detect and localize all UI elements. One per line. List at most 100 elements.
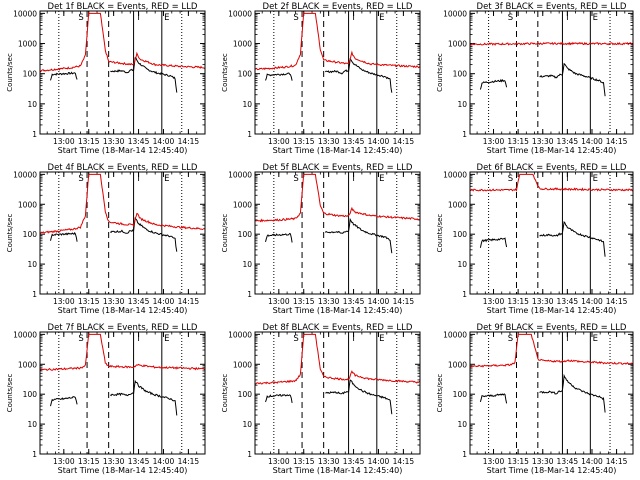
lld-series-line [469, 41, 634, 46]
y-tick-label: 1000 [18, 40, 37, 49]
y-tick-label: 100 [23, 390, 38, 399]
top-marker-label: E [379, 334, 384, 344]
events-series-line [479, 373, 606, 413]
top-marker-label: I [137, 174, 140, 184]
x-tick-label: 14:00 [581, 297, 603, 306]
x-tick-label: 13:30 [532, 457, 554, 466]
y-axis-label: Counts/sec [6, 214, 14, 253]
x-axis-label: Start Time (18-Mar-14 12:45:40) [273, 466, 403, 475]
top-marker-label: E [164, 334, 169, 344]
x-tick-label: 14:15 [393, 457, 415, 466]
x-tick-label: 14:15 [393, 297, 415, 306]
events-series-line [50, 379, 178, 416]
top-marker-label: I [137, 334, 140, 344]
y-tick-label: 100 [453, 390, 468, 399]
x-tick-label: 14:15 [606, 137, 628, 146]
y-axis-label: Counts/sec [221, 374, 229, 413]
y-tick-label: 1000 [448, 40, 467, 49]
y-tick-label: 10 [242, 420, 252, 429]
y-tick-label: 10 [27, 100, 37, 109]
y-axis-label: Counts/sec [221, 53, 229, 92]
lld-series-line [39, 12, 206, 73]
plot-frame [469, 331, 634, 455]
events-series-line [265, 58, 393, 93]
x-tick-label: 14:00 [581, 137, 603, 146]
panel-det-1: Det 1f BLACK = Events, RED = LLD Counts/s… [6, 2, 206, 155]
x-tick-label: 13:30 [532, 297, 554, 306]
x-tick-label: 13:45 [343, 137, 365, 146]
plot-frame [39, 10, 206, 135]
top-marker-label: E [379, 174, 384, 184]
x-tick-label: 14:15 [606, 457, 628, 466]
plot-frame [469, 171, 634, 295]
y-tick-label: 10 [457, 420, 467, 429]
top-marker-label: I [137, 13, 140, 23]
x-tick-label: 13:45 [128, 137, 150, 146]
x-tick-label: 14:00 [153, 137, 175, 146]
top-marker-label: E [164, 13, 169, 23]
y-tick-label: 1000 [18, 200, 37, 209]
panel-det-8: Det 8f BLACK = Events, RED = LLD Counts/s… [221, 323, 421, 475]
plot-frame [39, 331, 206, 455]
y-tick-label: 10000 [443, 330, 467, 339]
x-tick-label: 13:00 [53, 137, 75, 146]
y-tick-label: 10 [27, 420, 37, 429]
x-tick-label: 13:15 [507, 137, 529, 146]
x-axis-label: Start Time (18-Mar-14 12:45:40) [487, 146, 617, 155]
x-tick-label: 13:45 [343, 457, 365, 466]
x-tick-label: 13:15 [78, 297, 100, 306]
y-tick-label: 10000 [228, 330, 252, 339]
y-tick-label: 10000 [13, 9, 37, 18]
y-tick-label: 10000 [443, 9, 467, 18]
y-tick-label: 1 [32, 130, 37, 139]
y-tick-label: 10000 [228, 170, 252, 179]
y-tick-label: 100 [238, 230, 253, 239]
x-tick-label: 13:15 [78, 137, 100, 146]
top-marker-label: I [566, 13, 569, 23]
y-tick-label: 1 [32, 290, 37, 299]
x-axis-label: Start Time (18-Mar-14 12:45:40) [58, 466, 188, 475]
top-marker-label: S [78, 334, 83, 344]
top-marker-label: I [566, 334, 569, 344]
y-tick-label: 1 [247, 130, 252, 139]
y-tick-label: 100 [23, 230, 38, 239]
panel-det-4: Det 4f BLACK = Events, RED = LLD Counts/s… [6, 163, 206, 315]
panel-det-7: Det 7f BLACK = Events, RED = LLD Counts/s… [6, 323, 206, 475]
y-tick-label: 1000 [18, 360, 37, 369]
top-marker-label: S [508, 334, 513, 344]
y-tick-label: 10000 [13, 170, 37, 179]
y-tick-label: 10000 [228, 9, 252, 18]
y-tick-label: 10 [457, 100, 467, 109]
x-tick-label: 13:15 [293, 137, 315, 146]
top-marker-label: I [352, 334, 355, 344]
panel-title: Det 9f BLACK = Events, RED = LLD [477, 323, 627, 333]
panel-title: Det 8f BLACK = Events, RED = LLD [263, 323, 413, 333]
panel-title: Det 5f BLACK = Events, RED = LLD [263, 163, 413, 173]
y-tick-label: 1 [462, 290, 467, 299]
x-tick-label: 13:15 [507, 457, 529, 466]
x-tick-label: 14:00 [581, 457, 603, 466]
y-tick-label: 1 [462, 450, 467, 459]
y-tick-label: 10000 [13, 330, 37, 339]
panel-title: Det 1f BLACK = Events, RED = LLD [48, 2, 198, 12]
y-tick-label: 10000 [443, 170, 467, 179]
lld-series-line [39, 333, 206, 372]
x-tick-label: 13:00 [268, 297, 290, 306]
y-tick-label: 1000 [233, 360, 252, 369]
panel-title: Det 4f BLACK = Events, RED = LLD [48, 163, 198, 173]
y-tick-label: 10 [242, 100, 252, 109]
y-tick-label: 1 [247, 450, 252, 459]
plot-frame [254, 10, 421, 135]
x-tick-label: 13:45 [557, 457, 579, 466]
x-tick-label: 13:00 [268, 137, 290, 146]
y-tick-label: 1000 [448, 200, 467, 209]
lld-series-line [254, 333, 420, 385]
y-tick-label: 100 [238, 390, 253, 399]
x-tick-label: 13:00 [268, 457, 290, 466]
y-axis-label: Counts/sec [221, 214, 229, 253]
x-axis-label: Start Time (18-Mar-14 12:45:40) [58, 146, 188, 155]
top-marker-label: S [78, 174, 83, 184]
top-marker-label: I [566, 174, 569, 184]
plot-frame [254, 171, 421, 295]
